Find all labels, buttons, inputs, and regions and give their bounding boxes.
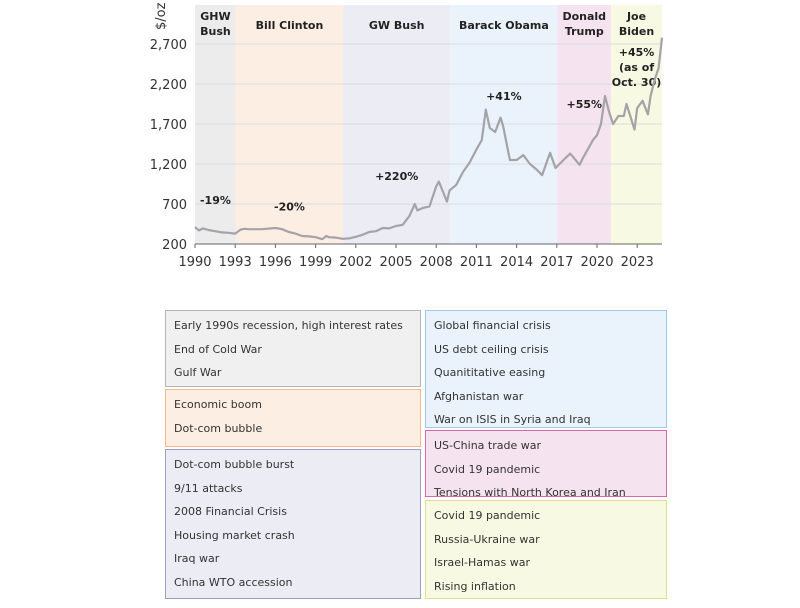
president-label: Biden bbox=[619, 25, 654, 38]
event-item: Israel-Hamas war bbox=[434, 556, 530, 569]
change-label: +45% bbox=[619, 46, 655, 59]
gold-price-line bbox=[194, 37, 664, 241]
x-tick-label: 1990 bbox=[178, 255, 211, 270]
change-label: (as of bbox=[619, 61, 654, 74]
change-label: +220% bbox=[375, 170, 418, 183]
y-axis-label: $/oz bbox=[154, 2, 169, 30]
event-item: Afghanistan war bbox=[434, 389, 524, 403]
events-box-gw-bush: Dot-com bubble burst 9/11 attacks 2008 F… bbox=[165, 449, 421, 599]
events-box-trump: US-China trade war Covid 19 pandemic Ten… bbox=[425, 430, 667, 499]
event-item: Housing market crash bbox=[174, 528, 295, 542]
change-label: Oct. 30) bbox=[612, 76, 661, 89]
x-tick-label: 2011 bbox=[460, 255, 493, 270]
x-tick-label: 2008 bbox=[420, 255, 453, 270]
event-item: Covid 19 pandemic bbox=[434, 462, 541, 476]
x-tick-label: 1996 bbox=[259, 255, 292, 270]
change-label: -19% bbox=[200, 194, 231, 207]
president-label: Bill Clinton bbox=[256, 19, 324, 32]
president-label: Joe bbox=[626, 10, 646, 23]
event-item: Economic boom bbox=[174, 398, 262, 411]
y-tick-label: 700 bbox=[162, 198, 187, 213]
x-tick-label: 2020 bbox=[580, 255, 613, 270]
event-item: China WTO accession bbox=[174, 575, 293, 589]
event-item: Rising inflation bbox=[434, 579, 516, 593]
event-item: Early 1990s recession, high interest rat… bbox=[174, 319, 403, 332]
event-item: Gulf War bbox=[174, 366, 222, 379]
y-tick-label: 1,700 bbox=[150, 118, 187, 133]
president-label: Donald bbox=[562, 10, 606, 23]
y-tick-label: 200 bbox=[162, 238, 187, 253]
event-item: US-China trade war bbox=[434, 439, 542, 452]
event-item: 2008 Financial Crisis bbox=[174, 505, 287, 518]
event-item: Dot-com bubble bbox=[174, 421, 263, 435]
events-box-clinton: Economic boom Dot-com bubble bbox=[165, 389, 421, 447]
x-tick-label: 2002 bbox=[339, 255, 372, 270]
y-tick-label: 2,200 bbox=[150, 78, 187, 93]
x-tick-label: 2023 bbox=[621, 255, 654, 270]
event-item: Quanititative easing bbox=[434, 366, 546, 379]
event-item: 9/11 attacks bbox=[174, 481, 243, 495]
x-tick-label: 2017 bbox=[540, 255, 573, 270]
event-item: War on ISIS in Syria and Iraq bbox=[434, 413, 591, 426]
president-label: Bush bbox=[200, 25, 231, 38]
x-tick-label: 1993 bbox=[219, 255, 252, 270]
events-box-obama: Global financial crisis US debt ceiling … bbox=[425, 310, 667, 428]
event-item: Covid 19 pandemic bbox=[434, 509, 541, 522]
event-item: Global financial crisis bbox=[434, 319, 551, 332]
president-label: Barack Obama bbox=[459, 19, 549, 32]
event-item: Iraq war bbox=[174, 552, 220, 565]
events-box-biden: Covid 19 pandemic Russia-Ukraine war Isr… bbox=[425, 500, 667, 599]
x-tick-label: 2014 bbox=[500, 255, 533, 270]
event-item: End of Cold War bbox=[174, 342, 262, 356]
president-label: GW Bush bbox=[369, 19, 425, 32]
x-tick-label: 1999 bbox=[299, 255, 332, 270]
event-item: Russia-Ukraine war bbox=[434, 532, 540, 546]
change-label: +55% bbox=[567, 98, 603, 111]
events-box-ghw-bush: Early 1990s recession, high interest rat… bbox=[165, 310, 421, 387]
gold-price-chart: 200 700 1,200 1,700 2,200 2,700 1990 1993 1996 19… bbox=[150, 2, 664, 270]
change-label: -20% bbox=[274, 200, 305, 213]
event-item: Dot-com bubble burst bbox=[174, 458, 295, 471]
change-label: +41% bbox=[486, 90, 522, 103]
president-label: Trump bbox=[565, 25, 604, 38]
y-tick-label: 1,200 bbox=[150, 158, 187, 173]
president-label: GHW bbox=[200, 10, 230, 23]
event-item: US debt ceiling crisis bbox=[434, 342, 549, 356]
event-item: Tensions with North Korea and Iran bbox=[434, 486, 626, 499]
x-tick-label: 2005 bbox=[379, 255, 412, 270]
y-tick-label: 2,700 bbox=[150, 38, 187, 53]
